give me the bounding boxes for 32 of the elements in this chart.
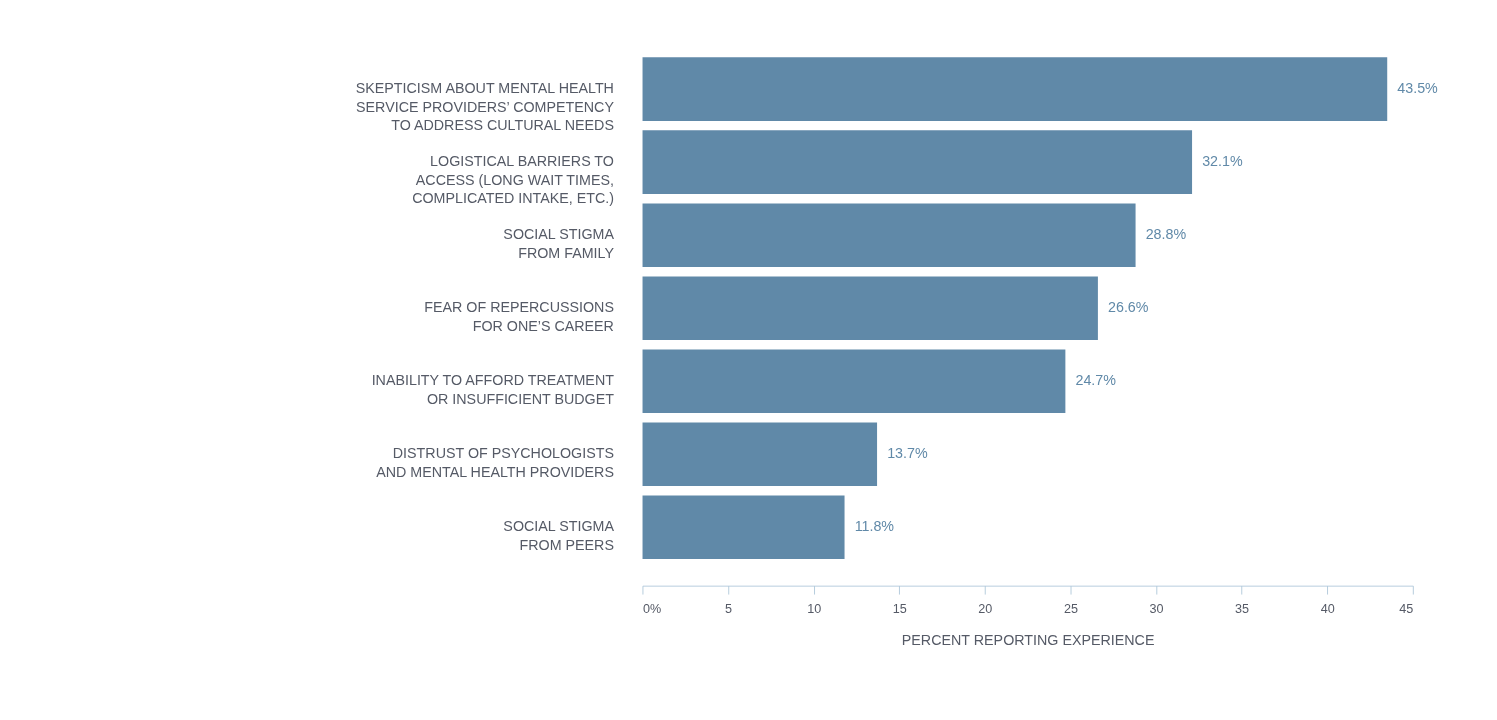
bar xyxy=(642,130,1193,194)
bar xyxy=(642,349,1066,413)
x-tick-label: 25 xyxy=(1063,602,1078,617)
x-tick-label: 0% xyxy=(642,602,662,617)
data-label: 28.8% xyxy=(1145,226,1187,243)
bar xyxy=(642,57,1388,121)
bar xyxy=(642,422,878,487)
bar xyxy=(642,203,1136,267)
y-tick-label: LOGISTICAL BARRIERS TO ACCESS (LONG WAIT TIMES, COMPLICATED INTAKE, ETC.) xyxy=(412,153,614,207)
y-tick-label: FEAR OF REPERCUSSIONS FOR ONE’S CAREER xyxy=(424,299,614,334)
x-tick-label: 10 xyxy=(807,602,822,617)
y-tick-label: SOCIAL STIGMA FROM FAMILY xyxy=(503,226,615,261)
x-tick-label: 45 xyxy=(1399,602,1414,617)
data-label: 24.7% xyxy=(1075,372,1117,389)
x-axis-title: PERCENT REPORTING EXPERIENCE xyxy=(901,632,1155,649)
x-tick-label: 20 xyxy=(978,602,993,617)
x-tick-label: 15 xyxy=(892,602,907,617)
data-label: 11.8% xyxy=(854,518,895,535)
data-label: 13.7% xyxy=(887,445,928,462)
y-tick-label: SOCIAL STIGMA FROM PEERS xyxy=(503,518,615,553)
y-tick-label: INABILITY TO AFFORD TREATMENT OR INSUFFICIENT BUDGET xyxy=(371,372,615,407)
x-tick-label: 5 xyxy=(725,602,733,617)
x-tick-label: 30 xyxy=(1149,602,1164,617)
bar xyxy=(642,276,1098,340)
data-label: 43.5% xyxy=(1397,80,1439,97)
y-tick-label: SKEPTICISM ABOUT MENTAL HEALTH SERVICE PROVIDERS’ COMPETENCY TO ADDRESS CULTURAL NEEDS xyxy=(355,80,615,134)
data-label: 26.6% xyxy=(1108,299,1149,316)
y-tick-label: DISTRUST OF PSYCHOLOGISTS AND MENTAL HEALTH PROVIDERS xyxy=(376,445,614,480)
x-tick-label: 40 xyxy=(1320,602,1335,617)
x-tick-label: 35 xyxy=(1235,602,1250,617)
data-label: 32.1% xyxy=(1202,153,1243,170)
bar xyxy=(642,495,845,560)
